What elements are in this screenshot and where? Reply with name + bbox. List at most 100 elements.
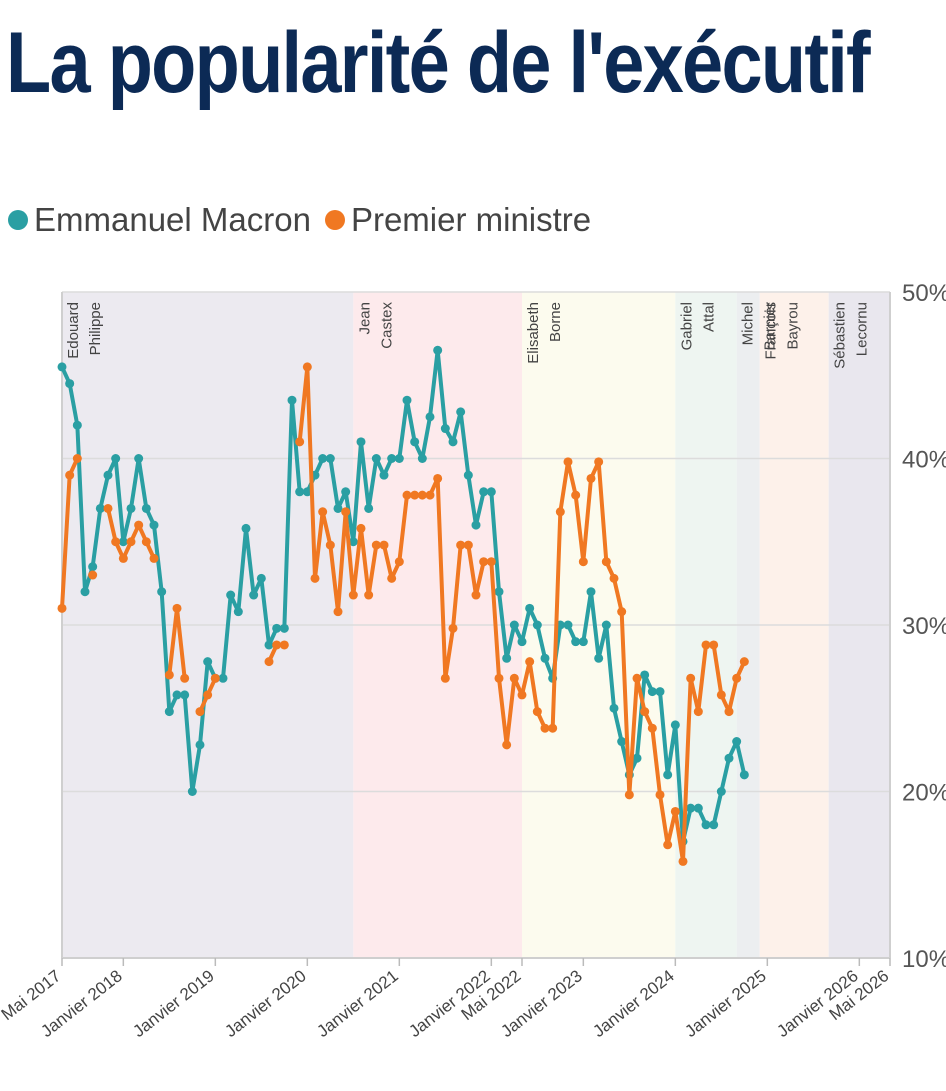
data-point-macron (279, 623, 289, 633)
data-point-premier-ministre (686, 673, 696, 683)
data-point-premier-ministre (502, 740, 512, 750)
data-point-macron (333, 503, 343, 513)
data-point-premier-ministre (632, 673, 642, 683)
data-point-premier-ministre (402, 490, 412, 500)
data-point-premier-ministre (410, 490, 420, 500)
data-point-premier-ministre (571, 490, 581, 500)
y-tick-label: 20% (902, 780, 946, 807)
data-point-macron (111, 454, 121, 463)
x-tick-label: Janvier 2024 (589, 966, 677, 1041)
data-point-macron (57, 362, 67, 372)
data-point-premier-ministre (348, 590, 358, 600)
data-point-premier-ministre (279, 640, 289, 650)
data-point-premier-ministre (310, 573, 320, 583)
data-point-macron (318, 454, 328, 463)
data-point-premier-ministre (578, 557, 588, 567)
data-point-macron (563, 620, 573, 630)
data-point-macron (594, 653, 604, 663)
data-point-macron (241, 523, 251, 533)
data-point-macron (256, 573, 266, 583)
data-point-macron (218, 673, 228, 683)
data-point-macron (425, 412, 435, 422)
legend-item-premier-ministre[interactable]: Premier ministre (324, 201, 592, 239)
data-point-premier-ministre (425, 490, 435, 500)
data-point-macron (525, 603, 535, 613)
data-point-macron (141, 503, 151, 513)
data-point-macron (394, 454, 404, 463)
data-point-premier-ministre (295, 437, 305, 447)
data-point-premier-ministre (739, 657, 749, 667)
data-point-macron (463, 470, 473, 480)
data-point-macron (95, 503, 105, 513)
data-point-premier-ministre (732, 673, 742, 683)
data-point-macron (126, 503, 136, 513)
data-point-premier-ministre (210, 673, 220, 683)
data-point-macron (670, 720, 680, 730)
data-point-premier-ministre (356, 523, 366, 533)
data-point-macron (264, 640, 274, 650)
data-point-macron (517, 637, 527, 647)
pm-band-label: Gabriel (678, 302, 695, 350)
data-point-macron (701, 820, 711, 830)
data-point-premier-ministre (394, 557, 404, 567)
data-point-macron (609, 703, 619, 713)
data-point-premier-ministre (65, 470, 75, 480)
data-point-premier-ministre (548, 723, 558, 733)
data-point-macron (732, 737, 742, 747)
data-point-premier-ministre (272, 640, 282, 650)
pm-band-label: Edouard (65, 302, 82, 359)
data-point-premier-ministre (532, 707, 542, 717)
data-point-premier-ministre (663, 840, 673, 850)
data-point-macron (724, 753, 734, 763)
data-point-premier-ministre (486, 557, 496, 567)
data-point-macron (571, 637, 581, 647)
data-point-premier-ministre (172, 603, 182, 613)
legend-label-premier-ministre: Premier ministre (350, 201, 592, 238)
legend-item-macron[interactable]: Emmanuel Macron (8, 201, 311, 239)
data-point-macron (348, 537, 358, 547)
data-point-premier-ministre (203, 690, 213, 700)
data-point-macron (716, 787, 726, 796)
data-point-premier-ministre (678, 856, 688, 866)
pm-band-label: Philippe (87, 302, 104, 355)
data-point-premier-ministre (417, 490, 427, 500)
data-point-premier-ministre (701, 640, 711, 650)
data-point-premier-ministre (555, 507, 565, 517)
data-point-premier-ministre (72, 454, 82, 463)
data-point-premier-ministre (693, 707, 703, 717)
data-point-premier-ministre (141, 537, 151, 547)
data-point-premier-ministre (624, 790, 634, 800)
data-point-macron (601, 620, 611, 630)
pm-band-label: Michel (740, 302, 757, 345)
data-point-premier-ministre (379, 540, 389, 550)
data-point-macron (180, 690, 190, 700)
data-point-macron (65, 379, 75, 389)
data-point-premier-ministre (149, 553, 159, 563)
data-point-premier-ministre (456, 540, 466, 550)
data-point-macron (494, 587, 504, 597)
data-point-premier-ministre (364, 590, 374, 600)
x-tick-label: Janvier 2025 (681, 966, 769, 1041)
data-point-macron (233, 607, 243, 617)
data-point-premier-ministre (195, 707, 205, 717)
data-point-macron (80, 587, 90, 597)
data-point-macron (157, 587, 167, 597)
data-point-premier-ministre (724, 707, 734, 717)
data-point-premier-ministre (440, 673, 450, 683)
data-point-macron (356, 437, 366, 447)
data-point-macron (325, 454, 335, 463)
data-point-premier-ministre (164, 670, 174, 680)
page-title: La popularité de l'exécutif (6, 15, 871, 111)
data-point-macron (195, 740, 205, 750)
data-point-premier-ministre (563, 457, 573, 467)
data-point-premier-ministre (709, 640, 719, 650)
data-point-macron (287, 395, 297, 405)
data-point-macron (272, 623, 282, 633)
pm-band-label: Attal (700, 302, 717, 332)
chart-legend: Emmanuel Macron Premier ministre (8, 198, 591, 242)
data-point-macron (203, 657, 213, 667)
data-point-macron (739, 770, 749, 780)
data-point-macron (103, 470, 113, 480)
data-point-macron (249, 590, 259, 600)
data-point-premier-ministre (609, 573, 619, 583)
